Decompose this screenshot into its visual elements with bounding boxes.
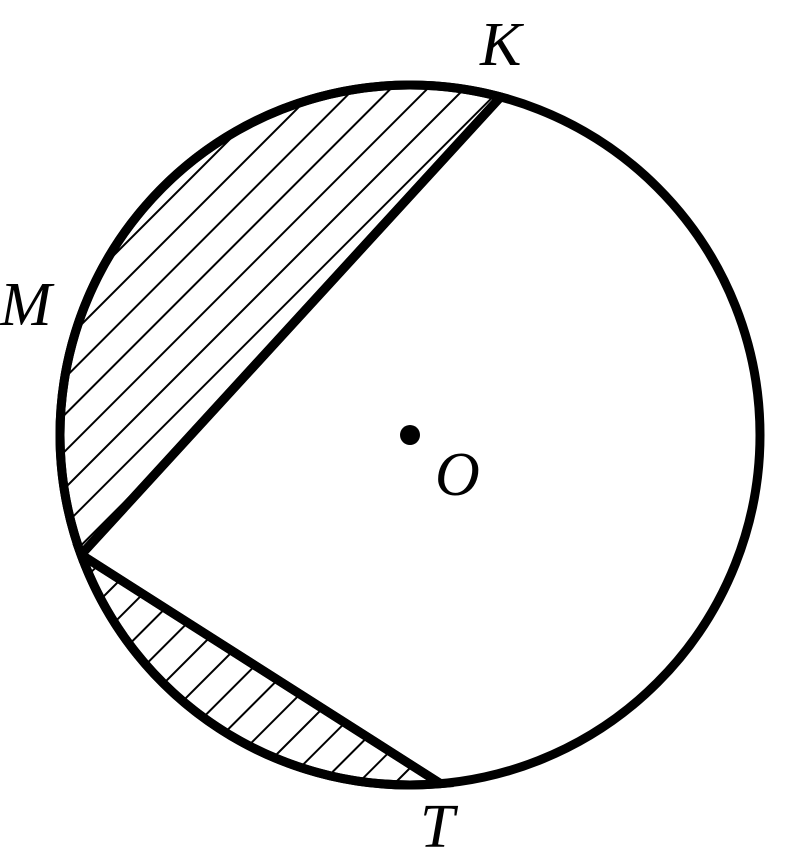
label-m: M — [0, 270, 52, 341]
center-point — [400, 425, 420, 445]
label-k: K — [480, 10, 521, 81]
label-t: T — [420, 792, 454, 863]
geometry-diagram — [0, 0, 801, 864]
label-o: O — [435, 440, 480, 511]
